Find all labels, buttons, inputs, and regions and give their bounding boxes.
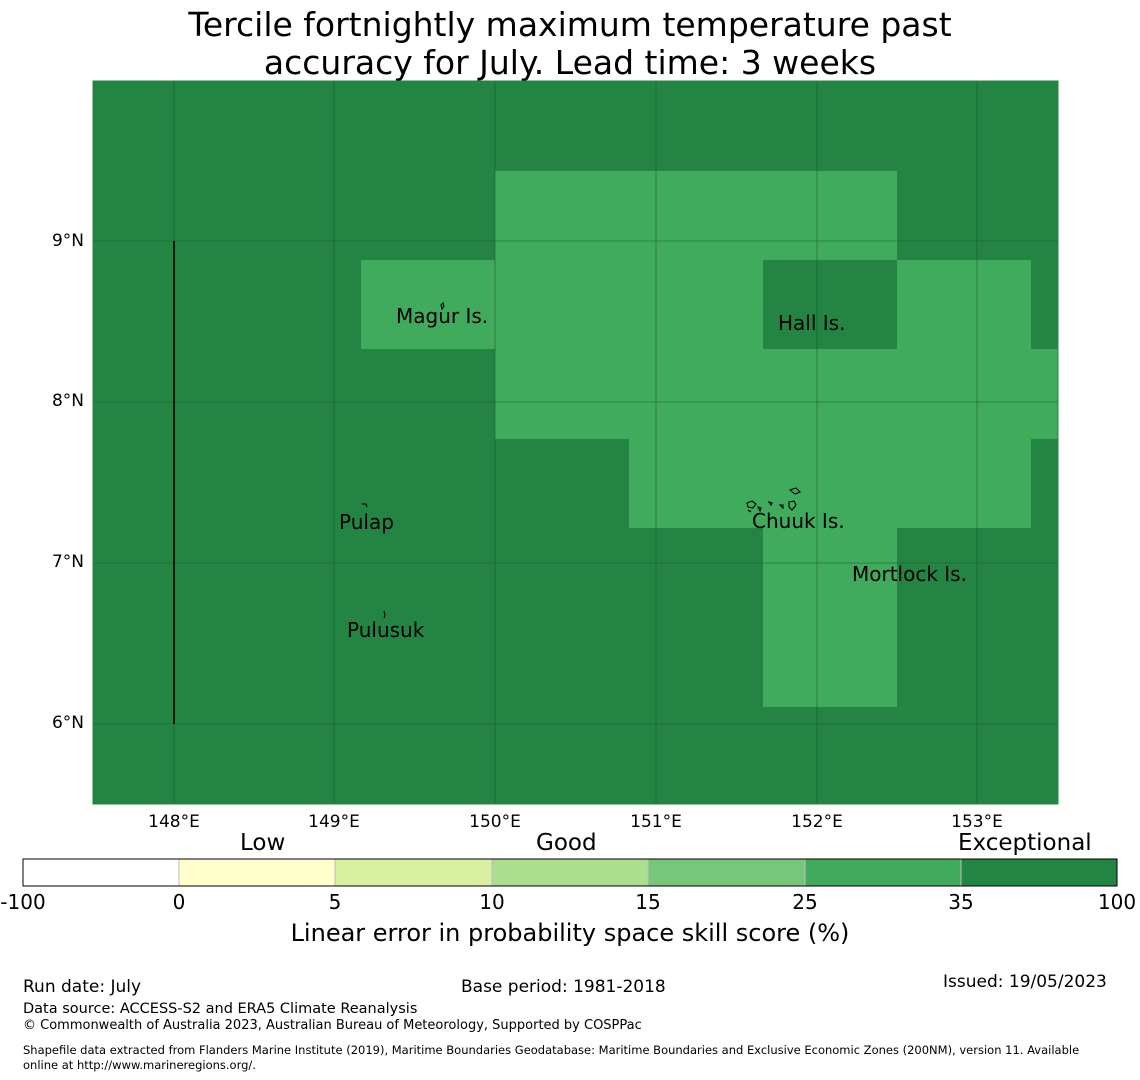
colorbar-tick: 5: [328, 890, 342, 914]
region-cell: [629, 439, 1031, 528]
colorbar-frame: [22, 858, 1118, 887]
title-line-1: Tercile fortnightly maximum temperature …: [188, 5, 952, 44]
category-exceptional: Exceptional: [958, 830, 1092, 856]
lon-tick-label: 152°E: [791, 812, 843, 832]
pulap-island: [362, 503, 368, 508]
run-date: Run date: July: [23, 977, 142, 997]
gridlines: [93, 81, 1058, 804]
data-source: Data source: ACCESS-S2 and ERA5 Climate …: [23, 1001, 418, 1017]
issued-date: Issued: 19/05/2023: [943, 972, 1107, 992]
place-label-hall: Hall Is.: [778, 311, 846, 335]
colorbar-segment: [335, 859, 492, 886]
copyright: © Commonwealth of Australia 2023, Austra…: [23, 1018, 642, 1033]
region-cell: [1031, 349, 1058, 439]
colorbar-tick: -100: [0, 890, 46, 914]
colorbar-tick: 15: [635, 890, 661, 914]
colorbar-segment: [492, 859, 648, 886]
region-cell: [361, 260, 495, 349]
colorbar-label: Linear error in probability space skill …: [290, 919, 850, 947]
colorbar-segment: [805, 859, 961, 886]
lon-tick-label: 151°E: [630, 812, 682, 832]
magur-island: [440, 301, 445, 311]
shapefile-credit-line-1: Shapefile data extracted from Flanders M…: [23, 1043, 1080, 1057]
colorbar-segment: [648, 859, 805, 886]
colorbar-segment: [179, 859, 335, 886]
colorbar-tick: 0: [172, 890, 186, 914]
lat-tick-label: 8°N: [51, 391, 84, 411]
chart-title: Tercile fortnightly maximum temperature …: [0, 6, 1140, 82]
place-label-magur: Magur Is.: [396, 304, 489, 328]
colorbar-tick: 25: [792, 890, 818, 914]
place-label-pulusuk: Pulusuk: [347, 618, 425, 642]
region-cell: [763, 528, 897, 707]
region-cell-exceptional: [763, 260, 897, 349]
base-period: Base period: 1981-2018: [461, 977, 666, 997]
colorbar-tick: 100: [1097, 890, 1137, 914]
category-low: Low: [240, 830, 286, 856]
lat-tick-label: 6°N: [51, 713, 84, 733]
pulusuk-island: [383, 610, 386, 619]
lat-tick-label: 7°N: [51, 552, 84, 572]
colorbar-tick: 10: [479, 890, 505, 914]
map-frame: [92, 80, 1059, 805]
skill-region-good: [361, 171, 1058, 707]
shapefile-credit-line-2: online at http://www.marineregions.org/.: [23, 1058, 256, 1072]
region-cell: [897, 260, 1031, 439]
place-label-pulap: Pulap: [339, 510, 394, 534]
chuuk-lagoon: [746, 487, 801, 513]
island-outlines: [362, 301, 801, 619]
colorbar-segment: [23, 859, 179, 886]
place-label-mortlock: Mortlock Is.: [852, 562, 967, 586]
lat-tick-label: 9°N: [51, 231, 84, 251]
place-label-chuuk: Chuuk Is.: [752, 509, 845, 533]
colorbar-tick: 35: [948, 890, 974, 914]
category-good: Good: [536, 830, 597, 856]
lon-tick-label: 153°E: [951, 812, 1003, 832]
lon-tick-label: 148°E: [148, 812, 200, 832]
colorbar: [22, 858, 1118, 887]
lon-tick-label: 150°E: [469, 812, 521, 832]
title-line-2: accuracy for July. Lead time: 3 weeks: [263, 43, 877, 82]
lon-tick-label: 149°E: [308, 812, 360, 832]
colorbar-segment: [961, 859, 1117, 886]
